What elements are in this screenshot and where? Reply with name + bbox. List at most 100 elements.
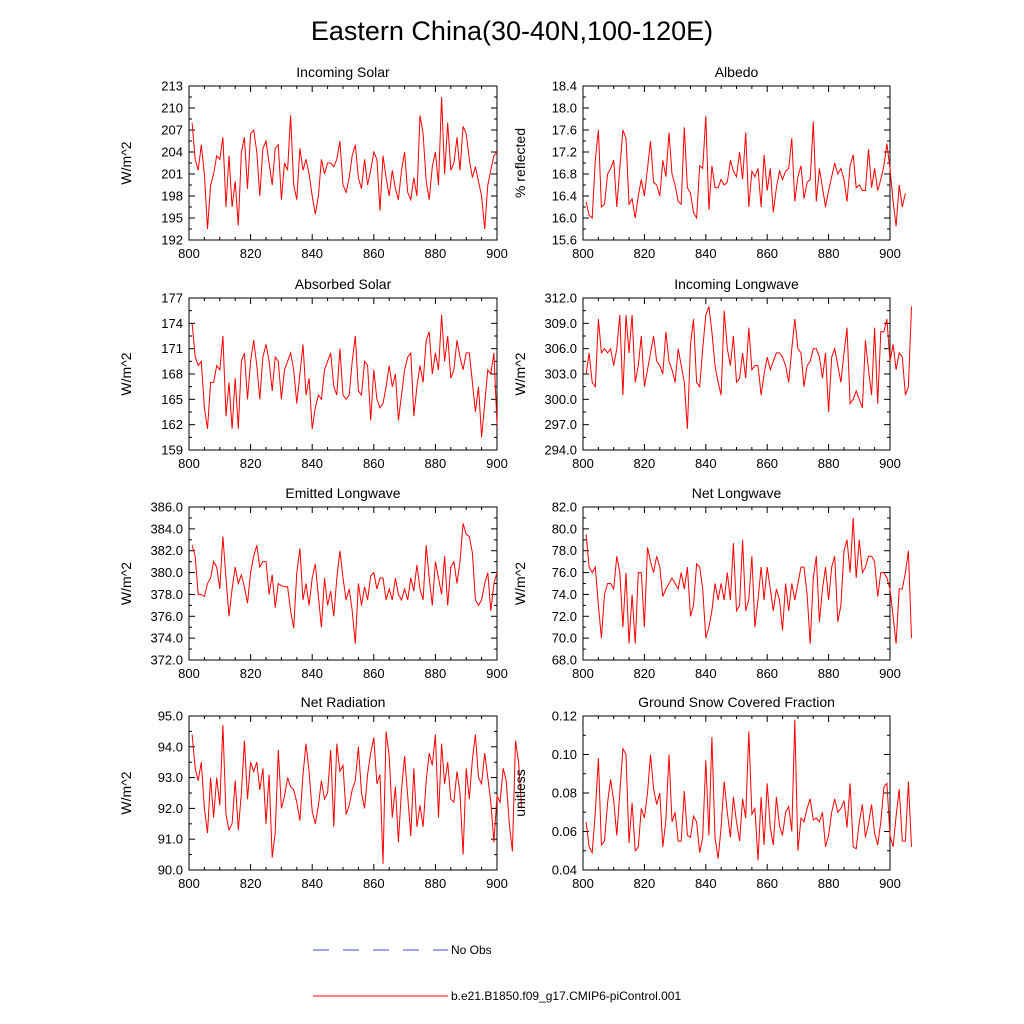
x-tick-label: 880 [818, 876, 840, 891]
x-tick-label: 840 [301, 876, 323, 891]
panel-8: Ground Snow Covered Fraction unitless 800 8… [512, 694, 912, 891]
y-tick-label: 18.4 [552, 79, 577, 94]
x-tick-label: 880 [425, 456, 447, 471]
y-tick-label: 162 [161, 417, 183, 432]
x-tick-label: 840 [695, 876, 717, 891]
y-tick-label: 201 [161, 167, 183, 182]
panel-title: Emitted Longwave [285, 485, 400, 501]
panel-title: Net Radiation [301, 694, 386, 710]
x-tick-label: 820 [240, 246, 262, 261]
y-tick-label: 168 [161, 367, 183, 382]
panel-title: Absorbed Solar [295, 276, 392, 292]
y-tick-label: 198 [161, 189, 183, 204]
y-tick-label: 72.0 [552, 609, 577, 624]
x-tick-label: 800 [572, 666, 594, 681]
x-tick-label: 820 [240, 876, 262, 891]
panel-2: Albedo % reflected 800 820 840 860 880 900 15.6 1… [512, 64, 906, 261]
y-tick-label: 0.08 [552, 786, 577, 801]
y-tick-label: 382.0 [150, 543, 183, 558]
x-tick-label: 840 [301, 666, 323, 681]
x-tick-label: 800 [178, 456, 200, 471]
plot-frame [582, 715, 891, 871]
panels: Incoming Solar W/m^2 800 820 840 860 880 900 192… [118, 64, 912, 891]
y-axis-label: W/m^2 [118, 141, 134, 184]
x-tick-label: 860 [756, 456, 778, 471]
y-tick-label: 0.12 [552, 709, 577, 724]
y-tick-label: 378.0 [150, 587, 183, 602]
y-tick-label: 94.0 [158, 739, 183, 754]
plot-frame [188, 715, 498, 871]
x-tick-label: 900 [486, 876, 508, 891]
y-tick-label: 376.0 [150, 609, 183, 624]
y-tick-label: 95.0 [158, 709, 183, 724]
x-tick-label: 860 [363, 456, 385, 471]
legend-label-model: b.e21.B1850.f09_g17.CMIP6-piControl.001 [451, 989, 681, 1003]
series-line [585, 306, 912, 429]
y-tick-label: 159 [161, 443, 183, 458]
series-line [585, 719, 912, 861]
panel-5: Emitted Longwave W/m^2 800 820 840 860 880 900 3… [118, 485, 508, 681]
y-tick-label: 80.0 [552, 521, 577, 536]
x-tick-label: 800 [572, 246, 594, 261]
y-tick-label: 294.0 [544, 443, 577, 458]
y-tick-label: 171 [161, 341, 183, 356]
panel-3: Absorbed Solar W/m^2 800 820 840 860 880 900 159… [118, 276, 508, 471]
y-tick-label: 74.0 [552, 587, 577, 602]
panel-title: Ground Snow Covered Fraction [638, 694, 835, 710]
x-tick-label: 900 [486, 666, 508, 681]
y-tick-label: 174 [161, 316, 183, 331]
x-tick-label: 880 [818, 246, 840, 261]
y-tick-label: 16.4 [552, 189, 577, 204]
x-tick-label: 840 [695, 456, 717, 471]
y-tick-label: 17.2 [552, 145, 577, 160]
y-tick-label: 309.0 [544, 316, 577, 331]
x-tick-label: 840 [301, 456, 323, 471]
x-tick-label: 900 [879, 666, 901, 681]
x-tick-label: 840 [695, 246, 717, 261]
x-tick-label: 800 [572, 876, 594, 891]
x-tick-label: 880 [425, 246, 447, 261]
x-tick-label: 880 [818, 456, 840, 471]
y-tick-label: 207 [161, 123, 183, 138]
panel-7: Net Radiation W/m^2 800 820 840 860 880 900 90.0… [118, 694, 523, 891]
panel-6: Net Longwave W/m^2 800 820 840 860 880 900 68.0 7… [512, 485, 912, 681]
y-tick-label: 78.0 [552, 543, 577, 558]
series-line [585, 116, 906, 227]
series-line [191, 725, 523, 864]
y-tick-label: 0.04 [552, 863, 577, 878]
y-tick-label: 16.0 [552, 211, 577, 226]
y-tick-label: 92.0 [158, 801, 183, 816]
x-tick-label: 900 [879, 246, 901, 261]
x-tick-label: 820 [634, 456, 656, 471]
y-tick-label: 312.0 [544, 291, 577, 306]
plot-frame [188, 506, 498, 661]
y-tick-label: 165 [161, 392, 183, 407]
y-tick-label: 17.6 [552, 123, 577, 138]
y-tick-label: 195 [161, 211, 183, 226]
y-tick-label: 90.0 [158, 863, 183, 878]
y-tick-label: 82.0 [552, 500, 577, 515]
panel-title: Incoming Solar [296, 64, 390, 80]
panel-title: Net Longwave [692, 485, 782, 501]
series-line [191, 96, 498, 230]
y-axis-label: W/m^2 [512, 562, 528, 605]
y-tick-label: 16.8 [552, 167, 577, 182]
x-tick-label: 860 [756, 666, 778, 681]
y-tick-label: 15.6 [552, 233, 577, 248]
y-tick-label: 384.0 [150, 521, 183, 536]
x-tick-label: 800 [178, 666, 200, 681]
y-tick-label: 213 [161, 79, 183, 94]
x-tick-label: 900 [486, 246, 508, 261]
y-axis-label: unitless [512, 769, 528, 816]
x-tick-label: 860 [756, 876, 778, 891]
y-axis-label: W/m^2 [118, 352, 134, 395]
x-tick-label: 900 [879, 456, 901, 471]
figure-title: Eastern China(30-40N,100-120E) [311, 16, 713, 46]
y-tick-label: 380.0 [150, 565, 183, 580]
x-tick-label: 880 [425, 666, 447, 681]
x-tick-label: 820 [634, 666, 656, 681]
y-tick-label: 300.0 [544, 392, 577, 407]
x-tick-label: 800 [178, 876, 200, 891]
x-tick-label: 900 [486, 456, 508, 471]
